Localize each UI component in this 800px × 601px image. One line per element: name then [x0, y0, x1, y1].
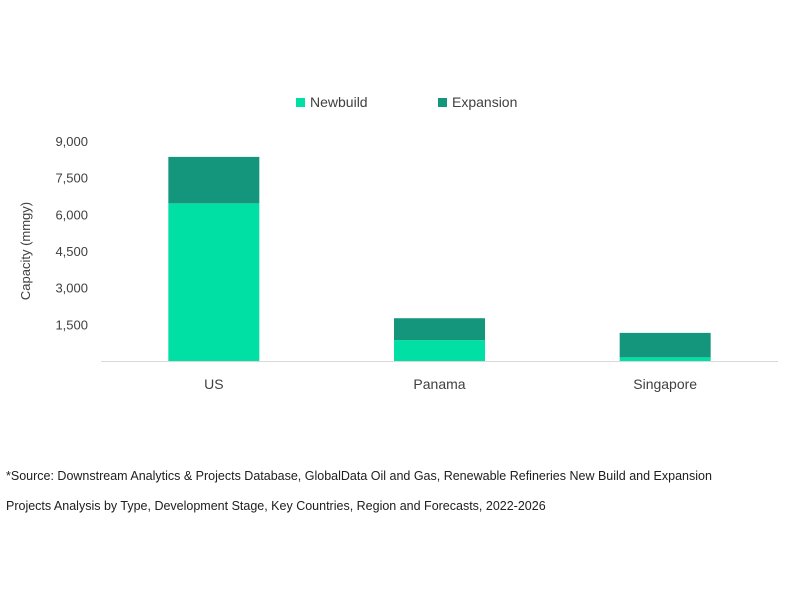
- x-tick-label: Singapore: [633, 376, 697, 392]
- y-tick-label: 6,000: [55, 207, 88, 222]
- legend-item-expansion: Expansion: [438, 94, 517, 110]
- y-axis-title: Capacity (mmgy): [18, 202, 33, 300]
- y-tick-label: 4,500: [55, 244, 88, 259]
- legend-item-newbuild: Newbuild: [296, 94, 368, 110]
- x-tick-label: US: [204, 376, 223, 392]
- legend-swatch-expansion: [438, 97, 447, 107]
- legend-label-expansion: Expansion: [452, 94, 518, 110]
- bar-newbuild-panama: [394, 340, 485, 361]
- y-tick-label: 7,500: [55, 171, 88, 186]
- source-note: *Source: Downstream Analytics & Projects…: [6, 461, 796, 521]
- legend-label-newbuild: Newbuild: [310, 94, 368, 110]
- legend-swatch-newbuild: [296, 97, 305, 107]
- bar-chart: 1,500 3,000 4,500 6,000 7,500 9,000 Capacity (…: [18, 134, 778, 392]
- bar-expansion-singapore: [619, 332, 711, 358]
- bar-newbuild-singapore: [619, 357, 711, 361]
- bar-expansion-panama: [394, 318, 485, 341]
- bar-expansion-us: [168, 156, 260, 204]
- bar-newbuild-us: [168, 203, 260, 361]
- y-tick-label: 9,000: [55, 134, 88, 149]
- source-line-1: *Source: Downstream Analytics & Projects…: [6, 469, 712, 483]
- y-tick-label: 3,000: [55, 281, 88, 296]
- x-tick-label: Panama: [413, 376, 465, 392]
- y-tick-label: 1,500: [55, 317, 88, 332]
- source-line-2: Projects Analysis by Type, Development S…: [6, 499, 546, 513]
